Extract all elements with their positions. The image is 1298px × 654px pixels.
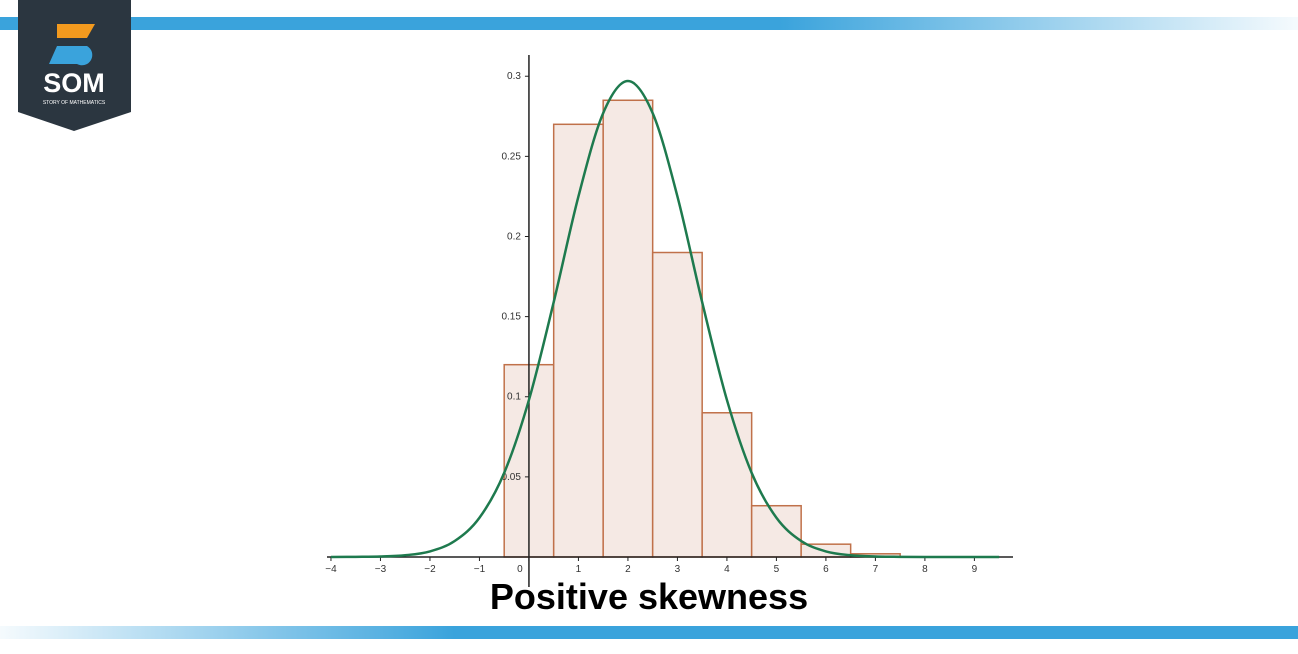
x-tick-label: −1	[474, 564, 486, 575]
bar	[552, 123, 604, 558]
density-curve	[330, 79, 1000, 559]
bar	[750, 504, 802, 558]
y-tick-label: 0.05	[501, 472, 521, 483]
y-tick-label: 0.1	[507, 392, 521, 403]
y-tick-label: 0.3	[507, 71, 521, 82]
x-tick-label: 2	[625, 564, 631, 575]
x-tick-label: 4	[724, 564, 730, 575]
x-tick-label: −4	[325, 564, 337, 575]
x-tick-label: 5	[774, 564, 780, 575]
x-tick-label: 8	[922, 564, 928, 575]
y-tick-label: 0.2	[507, 231, 521, 242]
x-tick-label: 6	[823, 564, 829, 575]
logo: SOM STORY OF MATHEMATICS	[18, 0, 131, 131]
top-stripe	[0, 17, 1298, 30]
bar	[602, 99, 654, 558]
bar	[701, 412, 753, 558]
logo-subtext: STORY OF MATHEMATICS	[43, 100, 106, 106]
x-tick-label: 0	[517, 564, 523, 575]
bottom-stripe	[0, 626, 1298, 639]
chart-title: Positive skewness	[490, 576, 808, 617]
x-tick-label: −2	[424, 564, 436, 575]
x-tick-label: 3	[675, 564, 681, 575]
bar	[651, 251, 703, 558]
x-tick-label: 9	[972, 564, 978, 575]
logo-text: SOM	[43, 68, 105, 98]
x-tick-label: 7	[873, 564, 879, 575]
y-tick-label: 0.15	[501, 312, 521, 323]
x-tick-label: 1	[576, 564, 582, 575]
x-tick-label: −3	[375, 564, 387, 575]
y-tick-label: 0.25	[501, 151, 521, 162]
